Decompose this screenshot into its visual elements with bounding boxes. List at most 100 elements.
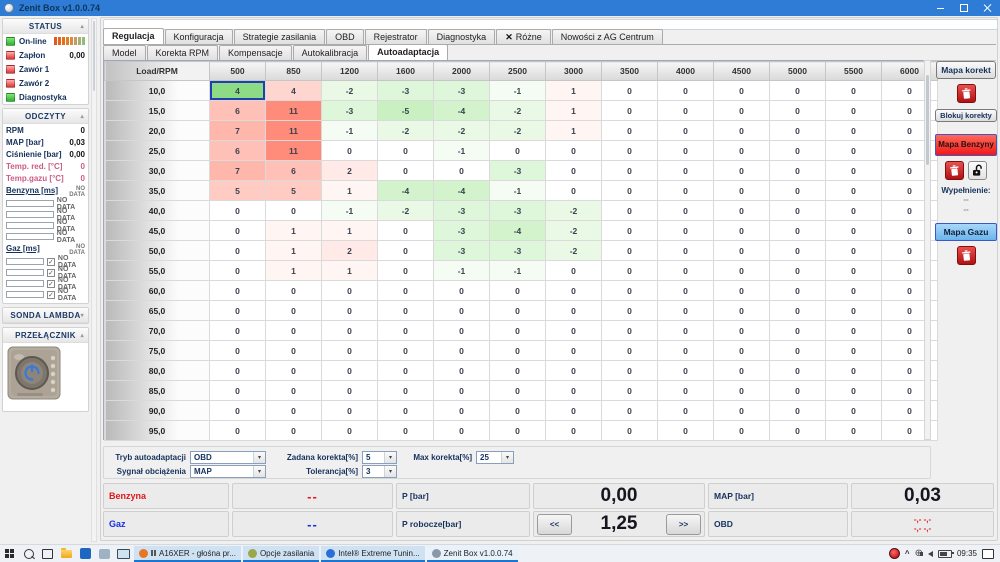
map-cell[interactable]: 0 xyxy=(881,140,938,161)
map-cell[interactable]: 11 xyxy=(265,100,322,121)
clear-corrections-button[interactable] xyxy=(956,84,976,103)
browser-button[interactable] xyxy=(77,547,94,561)
next-button[interactable]: >> xyxy=(665,513,701,535)
tab-nowości-z-ag-centrum[interactable]: Nowości z AG Centrum xyxy=(551,29,663,44)
map-cell[interactable]: 0 xyxy=(489,420,546,441)
prev-button[interactable]: << xyxy=(537,513,572,535)
checkbox[interactable]: ✓ xyxy=(47,279,55,288)
checkbox[interactable]: ✓ xyxy=(47,268,55,277)
map-cell[interactable]: 5 xyxy=(209,180,266,201)
map-cell[interactable]: 0 xyxy=(769,140,826,161)
map-cell[interactable]: 0 xyxy=(713,100,770,121)
map-cell[interactable]: 0 xyxy=(321,140,378,161)
tab-rejestrator[interactable]: Rejestrator xyxy=(364,29,427,44)
map-cell[interactable]: -1 xyxy=(433,260,490,281)
map-cell[interactable]: 1 xyxy=(265,220,322,241)
level-bar[interactable] xyxy=(6,233,54,240)
battery-icon[interactable] xyxy=(937,549,954,558)
notification-center-icon[interactable] xyxy=(982,548,994,559)
map-cell[interactable]: 0 xyxy=(209,280,266,301)
map-cell[interactable]: -3 xyxy=(321,100,378,121)
map-cell[interactable]: 0 xyxy=(265,340,322,361)
zadana-korekta-select[interactable]: 5 ▾ xyxy=(362,451,397,464)
map-cell[interactable]: 0 xyxy=(825,320,882,341)
map-cell[interactable]: 0 xyxy=(209,360,266,381)
map-cell[interactable]: 0 xyxy=(881,260,938,281)
map-cell[interactable]: 0 xyxy=(769,300,826,321)
level-bar[interactable] xyxy=(6,258,45,265)
map-cell[interactable]: 0 xyxy=(769,260,826,281)
map-cell[interactable]: -2 xyxy=(489,120,546,141)
map-cell[interactable]: 0 xyxy=(209,420,266,441)
map-cell[interactable]: 1 xyxy=(321,180,378,201)
map-cell[interactable]: -2 xyxy=(377,200,434,221)
map-cell[interactable]: 0 xyxy=(321,420,378,441)
map-cell[interactable]: 0 xyxy=(601,160,658,181)
map-cell[interactable]: -3 xyxy=(433,220,490,241)
map-cell[interactable]: 0 xyxy=(657,420,714,441)
tab-regulacja[interactable]: Regulacja xyxy=(103,28,164,44)
map-cell[interactable]: 11 xyxy=(265,140,322,161)
map-cell[interactable]: 0 xyxy=(433,380,490,401)
map-cell[interactable]: -3 xyxy=(433,200,490,221)
map-cell[interactable]: 0 xyxy=(209,300,266,321)
sonda-lambda-header[interactable]: SONDA LAMBDA ▾ xyxy=(3,308,88,323)
map-cell[interactable]: 0 xyxy=(881,100,938,121)
sygnal-obciazenia-select[interactable]: MAP ▾ xyxy=(190,465,266,478)
map-cell[interactable]: 0 xyxy=(433,360,490,381)
tab-diagnostyka[interactable]: Diagnostyka xyxy=(427,29,496,44)
maximize-button[interactable] xyxy=(952,0,976,16)
lock-map-button[interactable] xyxy=(968,161,987,180)
map-cell[interactable]: 0 xyxy=(713,280,770,301)
map-cell[interactable]: -3 xyxy=(489,200,546,221)
map-cell[interactable]: 0 xyxy=(825,340,882,361)
map-cell[interactable]: 0 xyxy=(265,420,322,441)
map-cell[interactable]: 0 xyxy=(433,340,490,361)
subtab-kompensacje[interactable]: Kompensacje xyxy=(219,45,292,60)
map-cell[interactable]: -2 xyxy=(545,220,602,241)
map-cell[interactable]: 0 xyxy=(713,320,770,341)
map-cell[interactable]: -2 xyxy=(377,120,434,141)
map-cell[interactable]: 0 xyxy=(209,220,266,241)
map-cell[interactable]: 0 xyxy=(433,420,490,441)
map-cell[interactable]: 0 xyxy=(265,380,322,401)
map-cell[interactable]: 0 xyxy=(489,320,546,341)
map-cell[interactable]: 0 xyxy=(321,340,378,361)
map-cell[interactable]: 0 xyxy=(881,280,938,301)
level-bar[interactable] xyxy=(6,200,54,207)
map-cell[interactable]: 0 xyxy=(377,320,434,341)
map-cell[interactable]: 0 xyxy=(769,380,826,401)
map-cell[interactable]: 1 xyxy=(321,220,378,241)
map-cell[interactable]: 0 xyxy=(825,360,882,381)
map-cell[interactable]: 0 xyxy=(713,380,770,401)
subtab-autoadaptacja[interactable]: Autoadaptacja xyxy=(368,44,449,60)
checkbox[interactable]: ✓ xyxy=(47,290,55,299)
map-cell[interactable]: 0 xyxy=(769,200,826,221)
map-cell[interactable]: 0 xyxy=(489,300,546,321)
map-cell[interactable]: 0 xyxy=(545,160,602,181)
map-cell[interactable]: -3 xyxy=(377,80,434,101)
map-cell[interactable]: 2 xyxy=(321,160,378,181)
search-button[interactable] xyxy=(20,547,37,561)
minimize-button[interactable] xyxy=(928,0,952,16)
map-cell[interactable]: 0 xyxy=(713,80,770,101)
map-cell[interactable]: 0 xyxy=(433,400,490,421)
map-cell[interactable]: -2 xyxy=(433,120,490,141)
map-cell[interactable]: 0 xyxy=(545,400,602,421)
max-korekta-select[interactable]: 25 ▾ xyxy=(476,451,514,464)
show-hidden-icons-chevron[interactable]: ^ xyxy=(904,549,910,558)
map-cell[interactable]: 0 xyxy=(433,280,490,301)
map-cell[interactable]: 0 xyxy=(209,380,266,401)
task-view-button[interactable] xyxy=(39,547,56,561)
map-cell[interactable]: 0 xyxy=(601,320,658,341)
map-cell[interactable]: 0 xyxy=(657,400,714,421)
map-cell[interactable]: 4 xyxy=(209,80,266,101)
close-button[interactable] xyxy=(976,0,1000,16)
map-cell[interactable]: 0 xyxy=(825,140,882,161)
map-cell[interactable]: -2 xyxy=(321,80,378,101)
map-cell[interactable]: 0 xyxy=(601,380,658,401)
map-cell[interactable]: -2 xyxy=(489,100,546,121)
map-cell[interactable]: 0 xyxy=(657,120,714,141)
subtab-korekta-rpm[interactable]: Korekta RPM xyxy=(146,45,219,60)
map-cell[interactable]: -4 xyxy=(489,220,546,241)
